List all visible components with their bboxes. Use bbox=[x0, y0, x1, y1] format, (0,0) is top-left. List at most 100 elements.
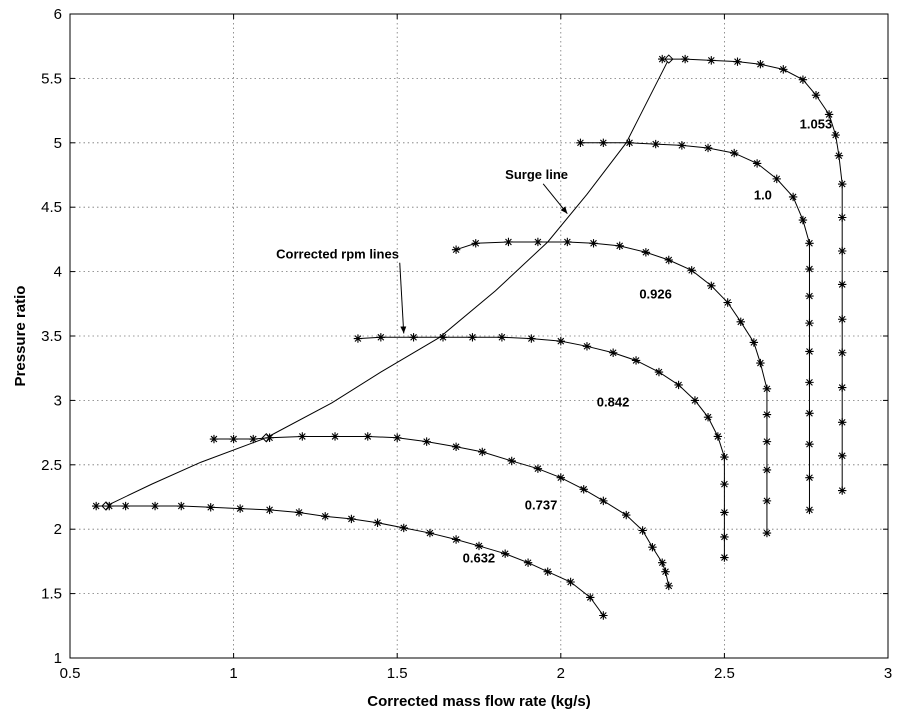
data-point bbox=[615, 241, 624, 251]
x-tick-label: 1.5 bbox=[387, 665, 408, 682]
data-point bbox=[762, 528, 772, 538]
data-point bbox=[756, 358, 765, 368]
data-point bbox=[422, 437, 431, 446]
speed-label-1-053: 1.053 bbox=[800, 116, 833, 131]
data-point bbox=[687, 266, 696, 275]
data-point bbox=[805, 264, 814, 274]
annotation-surge-line: Surge line bbox=[505, 167, 568, 182]
data-point bbox=[680, 54, 690, 64]
data-point bbox=[805, 318, 814, 328]
data-point bbox=[504, 237, 513, 247]
data-point bbox=[105, 501, 114, 511]
data-point bbox=[533, 237, 543, 247]
x-tick-label: 2.5 bbox=[714, 665, 735, 682]
data-point bbox=[752, 159, 762, 168]
data-point bbox=[206, 503, 215, 512]
data-point bbox=[837, 451, 847, 460]
data-point bbox=[566, 577, 575, 587]
series-0-632 bbox=[91, 501, 608, 620]
data-point bbox=[762, 496, 772, 506]
y-tick-label: 4 bbox=[54, 264, 62, 281]
surge-line bbox=[105, 58, 670, 507]
data-point bbox=[500, 549, 510, 558]
data-point bbox=[121, 501, 130, 511]
series-line-1-0 bbox=[580, 142, 810, 510]
data-point bbox=[638, 526, 647, 535]
data-point bbox=[762, 410, 772, 419]
data-point bbox=[762, 384, 772, 394]
series-0-737 bbox=[209, 432, 673, 591]
series-line-0-842 bbox=[357, 336, 725, 558]
series-line-0-632 bbox=[96, 505, 604, 616]
data-point bbox=[579, 485, 588, 494]
data-point bbox=[298, 432, 307, 441]
data-point bbox=[720, 532, 729, 542]
data-point bbox=[690, 396, 700, 405]
series-1-053 bbox=[658, 54, 847, 495]
data-point bbox=[265, 505, 274, 515]
data-point bbox=[720, 479, 729, 489]
data-point bbox=[556, 473, 565, 482]
data-point bbox=[648, 543, 657, 552]
y-axis-label: Pressure ratio bbox=[12, 286, 29, 387]
y-tick-label: 2.5 bbox=[41, 457, 62, 474]
data-point bbox=[756, 60, 765, 69]
data-point bbox=[330, 432, 340, 441]
data-point bbox=[393, 433, 402, 442]
data-point bbox=[471, 239, 480, 248]
annotation-corrected-rpm-lines: Corrected rpm lines bbox=[276, 247, 399, 262]
data-point bbox=[837, 280, 847, 289]
data-point bbox=[674, 380, 683, 390]
data-point bbox=[478, 447, 487, 457]
data-point bbox=[425, 528, 435, 538]
data-point bbox=[599, 138, 608, 147]
data-point bbox=[641, 248, 651, 257]
data-point bbox=[451, 245, 461, 254]
data-point bbox=[589, 239, 598, 248]
series-line-0-926 bbox=[455, 241, 768, 534]
x-tick-label: 3 bbox=[884, 665, 892, 682]
series-0-926 bbox=[451, 237, 772, 538]
data-point bbox=[229, 434, 238, 444]
data-point bbox=[451, 535, 461, 544]
data-point bbox=[805, 239, 814, 248]
y-tick-label: 5 bbox=[54, 135, 62, 152]
data-point bbox=[150, 501, 160, 511]
data-point bbox=[399, 523, 408, 533]
data-point bbox=[631, 356, 641, 365]
data-point bbox=[805, 505, 814, 515]
data-point bbox=[723, 298, 732, 307]
data-point bbox=[235, 504, 245, 513]
series-group bbox=[91, 54, 847, 620]
data-point bbox=[658, 54, 667, 64]
data-point bbox=[837, 418, 847, 427]
data-point bbox=[837, 315, 847, 324]
y-tick-label: 3 bbox=[54, 392, 62, 409]
data-point bbox=[507, 456, 516, 466]
data-point bbox=[321, 512, 330, 521]
data-point bbox=[625, 138, 634, 147]
data-point bbox=[798, 215, 808, 225]
speed-label-0-926: 0.926 bbox=[639, 286, 672, 301]
surge-line-group bbox=[101, 54, 674, 511]
speed-label-0-737: 0.737 bbox=[525, 498, 558, 513]
data-point bbox=[762, 437, 772, 446]
data-point bbox=[805, 409, 814, 418]
data-point bbox=[805, 473, 814, 482]
data-point bbox=[664, 255, 673, 265]
data-point bbox=[376, 333, 386, 342]
x-tick-label: 1 bbox=[229, 665, 237, 682]
data-point bbox=[451, 442, 461, 451]
data-point bbox=[837, 179, 847, 189]
surge-line-arrow bbox=[542, 183, 568, 214]
data-point bbox=[703, 143, 713, 153]
data-point bbox=[837, 213, 847, 222]
label-group: 0.632 0.737 0.842 0.926 1.0 1.053 Surge line Co… bbox=[276, 116, 832, 565]
data-point bbox=[543, 567, 552, 576]
data-point bbox=[733, 57, 742, 66]
series-1-0 bbox=[576, 138, 814, 515]
data-point bbox=[677, 141, 687, 150]
data-point bbox=[658, 558, 667, 567]
data-point bbox=[837, 486, 847, 495]
